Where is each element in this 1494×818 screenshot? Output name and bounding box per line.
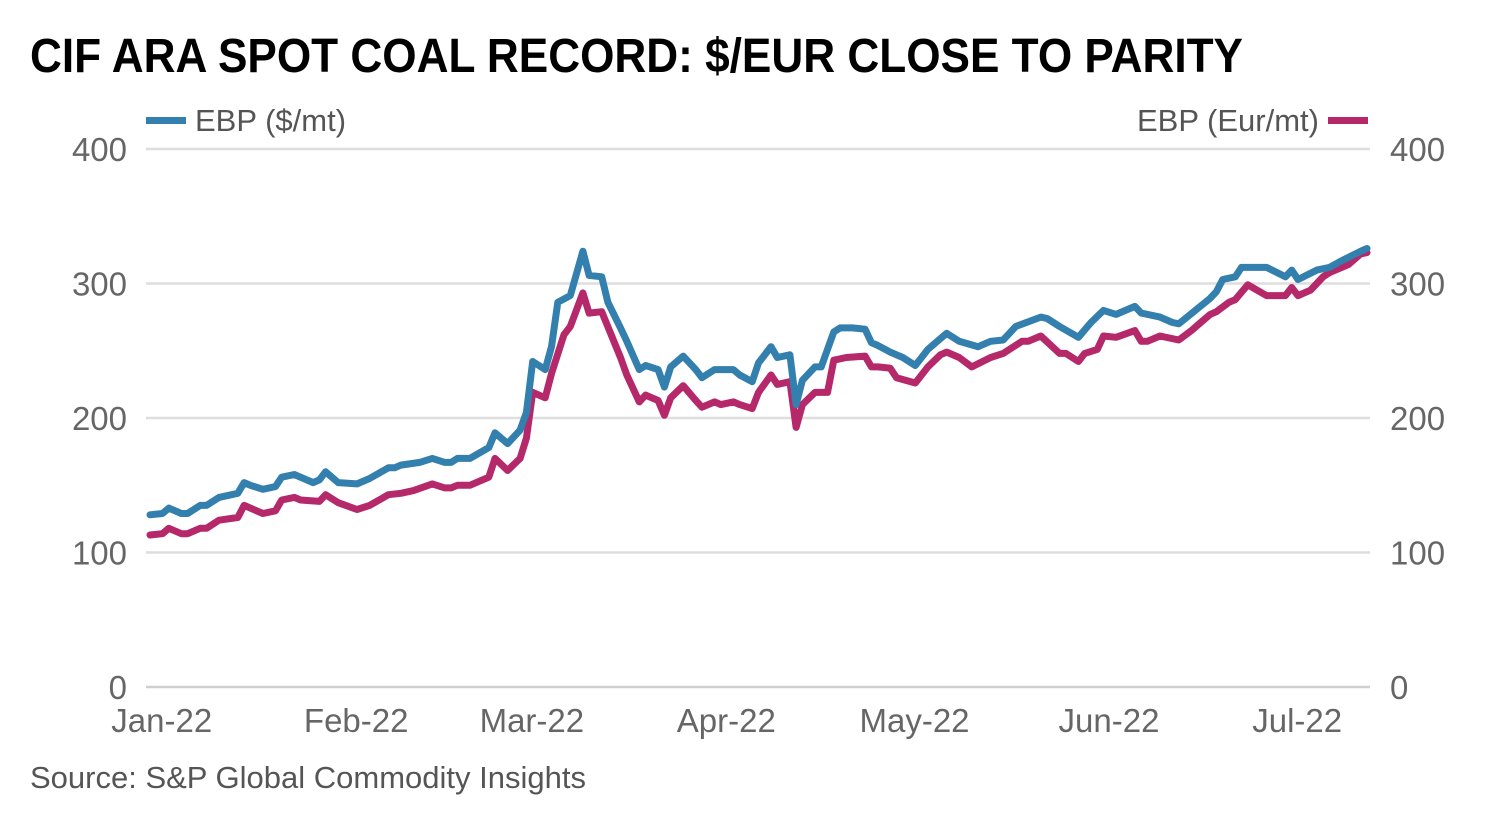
y-tick-label-left: 400 (72, 131, 127, 168)
x-axis: Jan-22 Feb-22 Mar-22 Apr-22 May-22 Jun-22 Jul-… (111, 702, 1342, 739)
y-tick-label-left: 200 (72, 400, 127, 437)
x-tick-label: Jul-22 (1252, 702, 1342, 739)
series-line-usd (146, 245, 1371, 519)
y-tick-label-right: 100 (1390, 535, 1445, 572)
legend: EBP ($/mt) EBP (Eur/mt) (146, 103, 1368, 138)
y-tick-label-right: 0 (1390, 669, 1408, 706)
source-note: Source: S&P Global Commodity Insights (30, 760, 586, 795)
gridlines (146, 147, 1370, 689)
y-axis-left: 0 100 200 300 400 (72, 131, 127, 706)
x-tick-label: May-22 (859, 702, 969, 739)
x-tick-label: Jan-22 (111, 702, 212, 739)
y-tick-label-right: 400 (1390, 131, 1445, 168)
y-tick-label-right: 200 (1390, 400, 1445, 437)
y-tick-label-left: 100 (72, 535, 127, 572)
x-tick-label: Jun-22 (1059, 702, 1160, 739)
series-line-eur (146, 249, 1371, 539)
y-tick-label-right: 300 (1390, 266, 1445, 303)
legend-swatch-usd (146, 117, 186, 124)
x-tick-label: Mar-22 (480, 702, 585, 739)
y-tick-label-left: 300 (72, 266, 127, 303)
legend-label-usd: EBP ($/mt) (195, 103, 346, 138)
x-tick-label: Feb-22 (304, 702, 409, 739)
y-tick-label-left: 0 (109, 669, 127, 706)
series-lines (146, 245, 1371, 539)
legend-label-eur: EBP (Eur/mt) (1137, 103, 1319, 138)
x-tick-label: Apr-22 (677, 702, 776, 739)
y-axis-right: 0 100 200 300 400 (1390, 131, 1445, 706)
legend-swatch-eur (1328, 117, 1368, 124)
chart-title: CIF ARA SPOT COAL RECORD: $/EUR CLOSE TO… (30, 30, 1243, 83)
